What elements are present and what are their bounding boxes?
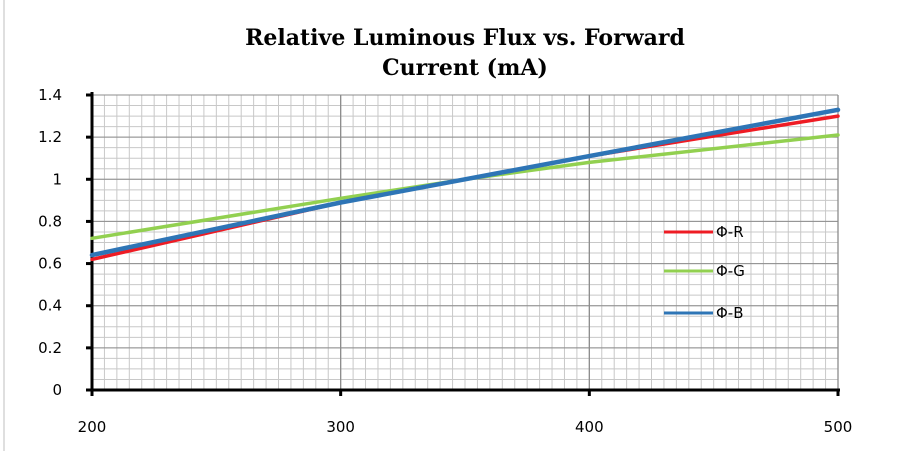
x-tick-label: 300 (326, 418, 355, 436)
x-tick-label: 200 (78, 418, 107, 436)
series-lines (89, 107, 841, 262)
x-tick-label: 400 (575, 418, 604, 436)
y-tick-label: 1.2 (38, 128, 62, 146)
y-tick-label: 0.4 (38, 297, 62, 315)
y-axis-ticks: 0 0.2 0.4 0.6 0.8 1 1.2 1.4 (38, 86, 92, 399)
y-tick-label: 1 (52, 170, 62, 188)
y-tick-label: 0 (52, 381, 62, 399)
series-line-blue (89, 107, 841, 258)
y-tick-label: 0.8 (38, 212, 62, 230)
axes (86, 92, 840, 396)
x-tick-label: 500 (824, 418, 853, 436)
legend-label: Φ-G (716, 262, 745, 280)
y-tick-label: 1.4 (38, 86, 62, 104)
chart-title-line-2: Current (mA) (382, 55, 548, 81)
x-axis-ticks: 200 300 400 500 (78, 390, 853, 436)
legend: Φ-R Φ-G Φ-B (664, 223, 745, 322)
y-tick-label: 0.2 (38, 339, 62, 357)
legend-label: Φ-R (716, 223, 744, 241)
minor-gridlines (92, 95, 838, 390)
chart-title-line-1: Relative Luminous Flux vs. Forward (245, 25, 685, 51)
y-tick-label: 0.6 (38, 255, 62, 273)
legend-label: Φ-B (716, 304, 744, 322)
